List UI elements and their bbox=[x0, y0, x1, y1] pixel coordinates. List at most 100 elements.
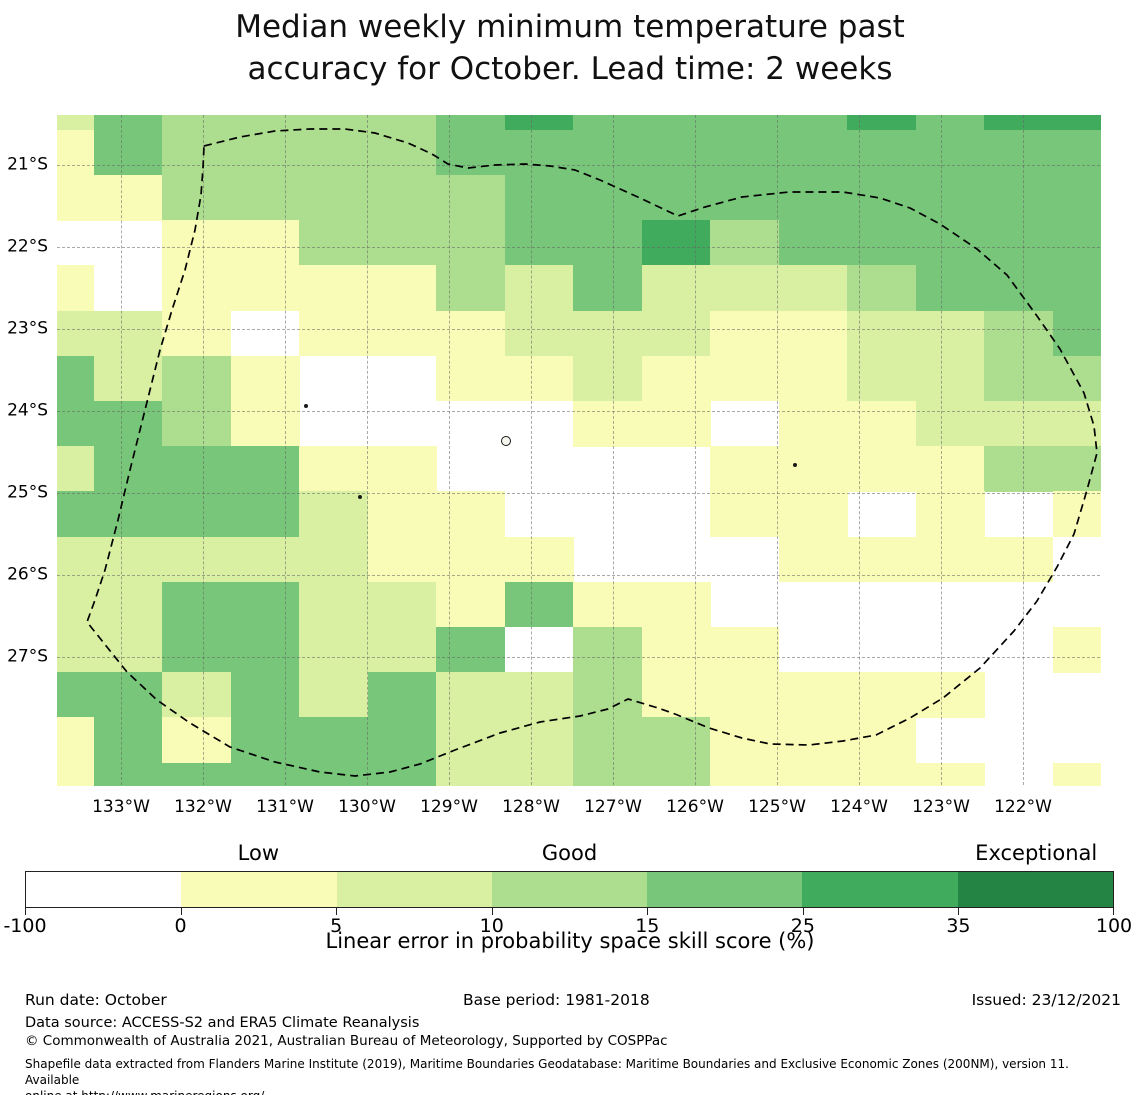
colorbar-segment bbox=[802, 872, 958, 907]
heatmap-cell bbox=[299, 174, 369, 221]
heatmap-cell bbox=[299, 672, 369, 718]
colorbar-segment bbox=[647, 872, 803, 907]
lon-tick-label: 132°W bbox=[174, 797, 232, 817]
heatmap-cell bbox=[367, 446, 437, 492]
colorbar-tick bbox=[802, 908, 804, 915]
lat-tick-label: 25°S bbox=[7, 482, 48, 503]
heatmap-cell bbox=[573, 265, 643, 312]
heatmap-cell bbox=[504, 220, 574, 266]
heatmap-cell bbox=[778, 174, 848, 221]
heatmap-cell bbox=[57, 129, 95, 176]
gridline-h bbox=[57, 329, 1100, 330]
heatmap-cell bbox=[573, 581, 643, 628]
shapefile-attribution-text: Shapefile data extracted from Flanders M… bbox=[25, 1056, 1125, 1095]
heatmap-cell bbox=[230, 115, 300, 131]
gridline-h bbox=[57, 493, 1100, 494]
pitcairn-island-marker bbox=[358, 495, 362, 499]
heatmap-cell bbox=[504, 581, 574, 628]
gridline-v bbox=[285, 115, 286, 785]
heatmap-cell bbox=[710, 174, 780, 221]
heatmap-cell bbox=[367, 174, 437, 221]
heatmap-cell bbox=[710, 265, 780, 312]
gridline-v bbox=[695, 115, 696, 785]
gridline-v bbox=[859, 115, 860, 785]
heatmap-cell bbox=[641, 626, 711, 673]
heatmap-cell bbox=[57, 400, 95, 447]
colorbar-tick bbox=[180, 908, 182, 915]
heatmap-cell bbox=[299, 129, 369, 176]
heatmap-cell bbox=[641, 220, 711, 266]
heatmap-cell bbox=[230, 265, 300, 312]
colorbar bbox=[25, 871, 1114, 908]
heatmap-cell bbox=[230, 626, 300, 673]
heatmap-cell bbox=[230, 129, 300, 176]
heatmap-cell bbox=[847, 717, 917, 764]
heatmap-cell bbox=[93, 355, 163, 402]
colorbar-tick-label: 35 bbox=[946, 915, 971, 937]
heatmap-cell bbox=[93, 717, 163, 764]
colorbar-segment bbox=[491, 872, 648, 907]
heatmap-cell bbox=[915, 762, 985, 786]
heatmap-cell bbox=[57, 355, 95, 402]
heatmap-cell bbox=[162, 762, 232, 786]
heatmap-cell bbox=[367, 129, 437, 176]
lat-tick-label: 22°S bbox=[7, 236, 48, 257]
heatmap-cell bbox=[573, 220, 643, 266]
heatmap-cell bbox=[436, 717, 506, 764]
heatmap-cell bbox=[847, 265, 917, 312]
heatmap-cell bbox=[299, 581, 369, 628]
heatmap-cell bbox=[504, 672, 574, 718]
chart-title-line2: accuracy for October. Lead time: 2 weeks bbox=[247, 51, 893, 87]
heatmap-cell bbox=[57, 581, 95, 628]
colorbar-band-label-good: Good bbox=[541, 841, 598, 865]
heatmap-cell bbox=[984, 265, 1054, 312]
heatmap-cell bbox=[573, 355, 643, 402]
heatmap-cell bbox=[1052, 115, 1101, 131]
heatmap-cell bbox=[984, 446, 1054, 492]
gridline-v bbox=[613, 115, 614, 785]
heatmap-cell bbox=[57, 626, 95, 673]
heatmap-cell bbox=[710, 446, 780, 492]
heatmap-cell bbox=[847, 762, 917, 786]
heatmap-cell bbox=[573, 626, 643, 673]
lat-tick-label: 26°S bbox=[7, 564, 48, 585]
heatmap-cell bbox=[641, 310, 711, 357]
colorbar-segment bbox=[181, 872, 337, 907]
heatmap-cell bbox=[1052, 310, 1101, 357]
heatmap-cell bbox=[641, 355, 711, 402]
heatmap-cell bbox=[1052, 129, 1101, 176]
heatmap-cell bbox=[230, 581, 300, 628]
heatmap-cell bbox=[915, 220, 985, 266]
heatmap-cell bbox=[710, 626, 780, 673]
colorbar-tick-label: 5 bbox=[330, 915, 343, 937]
gridline-h bbox=[57, 411, 1100, 412]
heatmap-cell bbox=[57, 762, 95, 786]
heatmap-cell bbox=[504, 762, 574, 786]
map-plot-area: 21°S 22°S 23°S 24°S 25°S 26°S 27°S 133°W 132°W 1… bbox=[7, 115, 1101, 817]
colorbar-tick-label: 100 bbox=[1095, 915, 1133, 937]
gridline-v bbox=[121, 115, 122, 785]
heatmap-cell bbox=[230, 762, 300, 786]
heatmap-cell bbox=[93, 762, 163, 786]
lon-tick-label: 130°W bbox=[338, 797, 396, 817]
heatmap-cell bbox=[436, 626, 506, 673]
ducie-island-marker bbox=[793, 463, 797, 467]
heatmap-cell bbox=[573, 115, 643, 131]
heatmap-cell bbox=[847, 355, 917, 402]
heatmap-cell bbox=[57, 717, 95, 764]
heatmap-cell bbox=[710, 220, 780, 266]
heatmap-cell bbox=[710, 115, 780, 131]
heatmap-cell bbox=[573, 672, 643, 718]
heatmap-cell bbox=[230, 717, 300, 764]
heatmap-cell bbox=[504, 174, 574, 221]
heatmap-cell bbox=[778, 672, 848, 718]
heatmap-cell bbox=[367, 265, 437, 312]
heatmap-cell bbox=[573, 310, 643, 357]
heatmap-cell bbox=[710, 129, 780, 176]
heatmap-cell bbox=[299, 310, 369, 357]
heatmap-cell bbox=[299, 762, 369, 786]
heatmap-cell bbox=[57, 446, 95, 492]
lon-tick-label: 127°W bbox=[584, 797, 642, 817]
heatmap-cell bbox=[367, 717, 437, 764]
